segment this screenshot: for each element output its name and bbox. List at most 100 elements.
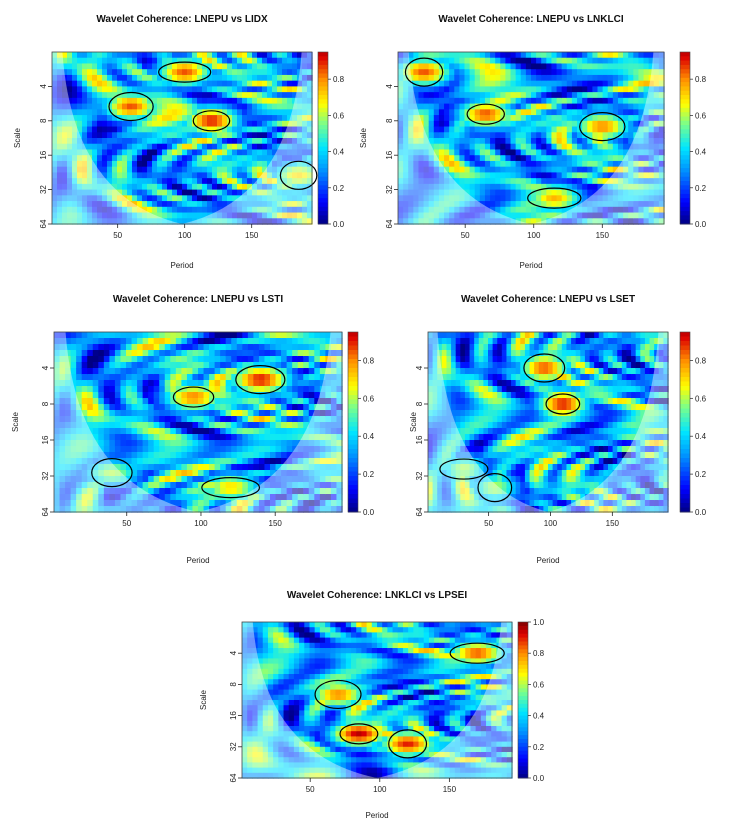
heatmap-cell xyxy=(297,120,303,128)
heatmap-cell xyxy=(253,368,260,375)
heatmap-cell xyxy=(505,132,512,139)
heatmap-cell xyxy=(67,52,73,59)
heatmap-cell xyxy=(297,218,303,225)
heatmap-cell xyxy=(510,63,517,70)
heatmap-cell xyxy=(147,63,153,70)
heatmap-cell xyxy=(81,380,88,387)
heatmap-cell xyxy=(270,332,277,339)
heatmap-cell xyxy=(253,374,260,381)
heatmap-cell xyxy=(495,120,501,128)
chart-title: Wavelet Coherence: LNEPU vs LSTI xyxy=(113,294,283,305)
heatmap-cell xyxy=(428,470,434,477)
colorbar-step xyxy=(680,120,690,126)
heatmap-cell xyxy=(207,74,213,82)
heatmap-cell xyxy=(612,115,619,122)
heatmap-cell xyxy=(214,476,221,483)
colorbar-step xyxy=(318,163,328,169)
heatmap-cell xyxy=(286,446,293,453)
heatmap-cell xyxy=(152,201,158,208)
heatmap-cell xyxy=(62,97,68,105)
heatmap-cell xyxy=(82,92,88,99)
heatmap-cell xyxy=(242,488,249,495)
heatmap-cell xyxy=(643,115,650,122)
heatmap-cell xyxy=(258,404,266,411)
heatmap-cell xyxy=(628,155,634,162)
heatmap-cell xyxy=(175,470,182,477)
heatmap-cell xyxy=(187,52,193,59)
heatmap-cell xyxy=(297,488,304,495)
heatmap-cell xyxy=(252,126,258,133)
heatmap-cell xyxy=(500,201,507,208)
y-tick-label: 32 xyxy=(385,185,394,194)
heatmap-cell xyxy=(319,332,326,339)
heatmap-cell xyxy=(172,57,178,65)
heatmap-cell xyxy=(302,155,308,162)
heatmap-cell xyxy=(495,149,501,156)
heatmap-cell xyxy=(297,440,304,447)
heatmap-cell xyxy=(164,476,171,483)
heatmap-cell xyxy=(438,143,445,151)
heatmap-cell xyxy=(428,218,435,225)
heatmap-cell xyxy=(62,132,68,139)
heatmap-cell xyxy=(59,476,66,483)
heatmap-cell xyxy=(122,160,128,168)
heatmap-cell xyxy=(281,458,288,465)
heatmap-cell xyxy=(164,356,171,363)
heatmap-cell xyxy=(308,362,315,369)
heatmap-cell xyxy=(82,103,88,110)
heatmap-cell xyxy=(186,470,194,477)
colorbar-step xyxy=(318,129,328,135)
heatmap-cell xyxy=(438,92,445,99)
heatmap-cell xyxy=(303,380,310,387)
heatmap-cell xyxy=(587,166,593,173)
heatmap-cell xyxy=(109,368,116,375)
heatmap-cell xyxy=(633,63,640,70)
heatmap-cell xyxy=(287,109,293,116)
heatmap-cell xyxy=(633,103,640,110)
heatmap-cell xyxy=(617,69,624,76)
heatmap-cell xyxy=(643,80,650,87)
heatmap-cell xyxy=(252,172,258,179)
heatmap-cell xyxy=(65,338,72,345)
heatmap-cell xyxy=(197,155,203,162)
heatmap-cell xyxy=(525,92,532,99)
heatmap-cell xyxy=(197,103,203,110)
heatmap-cell xyxy=(628,149,634,156)
heatmap-cell xyxy=(164,416,171,423)
heatmap-cell xyxy=(232,195,238,202)
heatmap-cell xyxy=(202,149,208,156)
heatmap-cell xyxy=(428,440,434,447)
heatmap-cell xyxy=(112,166,118,173)
heatmap-cell xyxy=(623,132,629,139)
heatmap-cell xyxy=(479,80,486,87)
heatmap-cell xyxy=(432,410,438,417)
heatmap-cell xyxy=(336,440,343,447)
heatmap-cell xyxy=(500,195,507,202)
heatmap-cell xyxy=(418,178,425,185)
heatmap-cell xyxy=(54,452,61,459)
heatmap-cell xyxy=(623,57,629,65)
heatmap-cell xyxy=(87,206,93,214)
heatmap-cell xyxy=(209,404,216,411)
heatmap-cell xyxy=(469,109,476,116)
heatmap-cell xyxy=(120,338,127,345)
heatmap-cell xyxy=(551,52,558,59)
heatmap-cell xyxy=(236,482,243,489)
heatmap-cell xyxy=(67,160,73,168)
heatmap-cell xyxy=(57,218,63,225)
heatmap-cell xyxy=(505,86,512,93)
heatmap-cell xyxy=(77,86,83,93)
heatmap-cell xyxy=(92,74,98,82)
heatmap-cell xyxy=(423,149,430,156)
colorbar-step xyxy=(680,215,690,221)
heatmap-cell xyxy=(607,126,614,133)
heatmap-cell xyxy=(258,470,266,477)
heatmap-cell xyxy=(117,120,123,128)
heatmap-cell xyxy=(500,126,507,133)
heatmap-cell xyxy=(607,143,614,151)
heatmap-cell xyxy=(122,149,128,156)
heatmap-cell xyxy=(81,440,88,447)
heatmap-cell xyxy=(212,74,218,82)
heatmap-cell xyxy=(602,189,609,196)
heatmap-cell xyxy=(459,166,466,173)
